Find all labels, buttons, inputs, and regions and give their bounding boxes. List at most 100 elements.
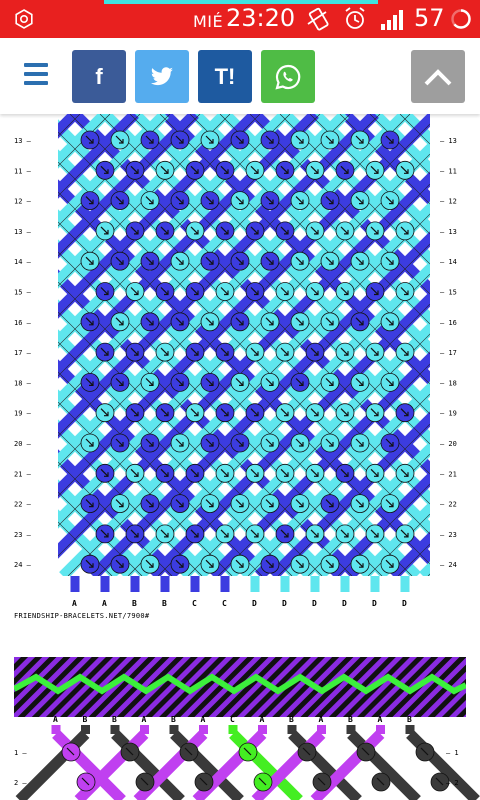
knot-arrow bbox=[100, 165, 109, 174]
facebook-share-button[interactable]: f bbox=[72, 50, 126, 103]
row-label-right: — 2 bbox=[446, 779, 459, 787]
knot-arrow bbox=[115, 377, 124, 386]
string-letter: A bbox=[319, 715, 324, 724]
knot-arrow bbox=[205, 377, 214, 386]
row-label-left: 12 — bbox=[14, 198, 32, 206]
knot-arrow bbox=[265, 135, 274, 144]
knot-arrow bbox=[85, 317, 94, 326]
strand-segment bbox=[58, 171, 430, 559]
knot-arrow bbox=[265, 317, 274, 326]
twitter-share-button[interactable] bbox=[135, 50, 189, 103]
twitter-bird-icon bbox=[151, 66, 173, 85]
knot-arrow bbox=[235, 377, 244, 386]
knot-arrow bbox=[235, 256, 244, 265]
knot-arrow bbox=[115, 499, 124, 508]
knot-arrow bbox=[355, 196, 364, 205]
knot-arrow bbox=[205, 196, 214, 205]
knot-arrow bbox=[376, 777, 385, 786]
knot-arrow bbox=[145, 438, 154, 447]
knot-arrow bbox=[265, 438, 274, 447]
strand-edge bbox=[58, 114, 381, 437]
string-letter: D bbox=[342, 599, 347, 608]
knot-arrow bbox=[325, 196, 334, 205]
knot-arrow bbox=[302, 747, 311, 756]
strand-edge bbox=[58, 131, 430, 505]
knot-arrow bbox=[190, 468, 199, 477]
row-label-left: 21 — bbox=[14, 470, 32, 478]
row-label-right: — 15 bbox=[440, 289, 457, 297]
knot-arrow bbox=[325, 135, 334, 144]
knot-arrow bbox=[190, 287, 199, 296]
string-letter: B bbox=[83, 715, 88, 724]
knot-arrow bbox=[280, 165, 289, 174]
knot-arrow bbox=[310, 165, 319, 174]
row-label-right: — 19 bbox=[440, 410, 457, 418]
knot-arrow bbox=[175, 135, 184, 144]
whatsapp-share-button[interactable] bbox=[261, 50, 315, 103]
string-letter: B bbox=[132, 599, 137, 608]
knot-arrow bbox=[235, 438, 244, 447]
strand-edge bbox=[339, 114, 430, 205]
string-letter: D bbox=[312, 599, 317, 608]
hamburger-icon[interactable] bbox=[24, 63, 48, 85]
row-label-right: — 17 bbox=[440, 349, 457, 357]
knot-arrow bbox=[243, 747, 252, 756]
string-letter: C bbox=[230, 715, 235, 724]
knot-arrow bbox=[220, 408, 229, 417]
string-letter: A bbox=[260, 715, 265, 724]
knot-arrow bbox=[355, 317, 364, 326]
knot-arrow bbox=[100, 287, 109, 296]
strand-segment bbox=[58, 329, 301, 576]
strand-segment bbox=[58, 114, 169, 229]
knot-arrow bbox=[235, 559, 244, 568]
knot-arrow bbox=[175, 499, 184, 508]
strand-segment bbox=[149, 291, 430, 576]
string-letter: C bbox=[222, 599, 227, 608]
knot-arrow bbox=[317, 777, 326, 786]
row-label-right: — 13 bbox=[440, 228, 457, 236]
knot-arrow bbox=[370, 165, 379, 174]
knot-arrow bbox=[130, 165, 139, 174]
knot-arrow bbox=[81, 777, 90, 786]
knot-arrow bbox=[175, 377, 184, 386]
knot-arrow bbox=[325, 559, 334, 568]
signal-icon bbox=[381, 10, 403, 30]
knot-arrow bbox=[295, 196, 304, 205]
string-letter: A bbox=[142, 715, 147, 724]
knot-arrow bbox=[355, 559, 364, 568]
strand-segment bbox=[58, 419, 211, 576]
strand-edge bbox=[58, 491, 143, 576]
knot-arrow bbox=[205, 438, 214, 447]
knot-arrow bbox=[310, 529, 319, 538]
string-letter: D bbox=[252, 599, 257, 608]
chevron-up-icon bbox=[424, 68, 452, 85]
knot-arrow bbox=[145, 135, 154, 144]
knot-arrow bbox=[115, 438, 124, 447]
strand-segment bbox=[58, 114, 199, 259]
status-day: MIÉ bbox=[193, 12, 224, 31]
knot-arrow bbox=[280, 529, 289, 538]
knot-arrow bbox=[310, 408, 319, 417]
strand-segment bbox=[239, 381, 430, 576]
knot-arrow bbox=[310, 226, 319, 235]
knot-arrow bbox=[85, 377, 94, 386]
knot-arrow bbox=[175, 559, 184, 568]
strand-segment bbox=[58, 114, 289, 349]
row-label-left: 2 — bbox=[14, 779, 27, 787]
knot-arrow bbox=[100, 408, 109, 417]
knot-arrow bbox=[295, 317, 304, 326]
string-letter: A bbox=[378, 715, 383, 724]
tuenti-share-button[interactable]: T! bbox=[198, 50, 252, 103]
strand-edge bbox=[58, 114, 351, 407]
status-time: 23:20 bbox=[226, 4, 296, 32]
knot-arrow bbox=[130, 408, 139, 417]
facebook-icon: f bbox=[95, 63, 103, 89]
strand-segment bbox=[465, 114, 480, 576]
knot-arrow bbox=[115, 196, 124, 205]
knot-arrow bbox=[435, 777, 444, 786]
scroll-to-top-button[interactable] bbox=[411, 50, 465, 103]
knot-arrow bbox=[66, 747, 75, 756]
knot-arrow bbox=[205, 559, 214, 568]
strand-segment bbox=[58, 114, 229, 289]
knot-arrow bbox=[115, 317, 124, 326]
